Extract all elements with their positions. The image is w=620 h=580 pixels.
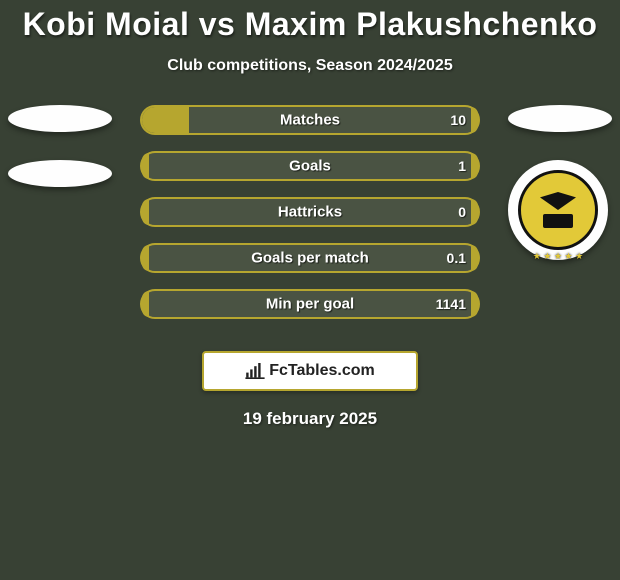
date-caption: 19 february 2025 (0, 409, 620, 429)
stat-bar-fill-left (142, 245, 149, 271)
badge-stars-icon: ★ ★ ★ ★ ★ (508, 251, 608, 262)
stat-value-right: 1141 (436, 296, 466, 312)
stat-bar-fill-left (142, 199, 149, 225)
stat-value-right: 10 (450, 112, 466, 128)
right-player-avatar-placeholder (508, 105, 612, 132)
stat-bar-fill-left (142, 291, 149, 317)
club-badge-inner (518, 170, 598, 250)
right-player-column: ★ ★ ★ ★ ★ (508, 105, 612, 260)
badge-bar-icon (543, 214, 573, 228)
stat-label: Hattricks (278, 204, 342, 221)
stat-bar: Min per goal 1141 (140, 289, 480, 319)
stat-bar-fill-right (471, 291, 478, 317)
stat-value-right: 0 (458, 204, 466, 220)
stat-value-right: 1 (458, 158, 466, 174)
brand-box[interactable]: FcTables.com (202, 351, 418, 391)
stat-bars: Matches 10 Goals 1 Hattricks 0 Goals per match… (140, 105, 480, 335)
stat-value-right: 0.1 (447, 250, 466, 266)
left-club-logo-placeholder (8, 160, 112, 187)
stat-bar-fill-right (471, 199, 478, 225)
brand-text: FcTables.com (269, 362, 375, 380)
stat-bar-fill-right (471, 245, 478, 271)
diamond-icon (540, 192, 576, 210)
content-area: ★ ★ ★ ★ ★ Matches 10 Goals 1 Hattricks 0 Goals… (0, 105, 620, 345)
stat-bar: Goals 1 (140, 151, 480, 181)
stat-bar-fill-left (142, 153, 149, 179)
stat-bar-fill-right (471, 107, 478, 133)
left-player-avatar-placeholder (8, 105, 112, 132)
page-title: Kobi Moial vs Maxim Plakushchenko (0, 0, 620, 43)
comparison-widget: Kobi Moial vs Maxim Plakushchenko Club c… (0, 0, 620, 580)
brand-label: FcTables.com (245, 362, 375, 380)
stat-label: Min per goal (266, 296, 354, 313)
left-player-column (8, 105, 112, 215)
stat-bar: Hattricks 0 (140, 197, 480, 227)
stat-label: Goals (289, 158, 331, 175)
stat-bar-fill-left (142, 107, 189, 133)
subtitle: Club competitions, Season 2024/2025 (0, 57, 620, 75)
stat-bar-fill-right (471, 153, 478, 179)
stat-label: Matches (280, 112, 340, 129)
right-club-badge: ★ ★ ★ ★ ★ (508, 160, 608, 260)
stat-label: Goals per match (251, 250, 369, 267)
stat-bar: Goals per match 0.1 (140, 243, 480, 273)
bar-chart-icon (245, 363, 265, 379)
stat-bar: Matches 10 (140, 105, 480, 135)
